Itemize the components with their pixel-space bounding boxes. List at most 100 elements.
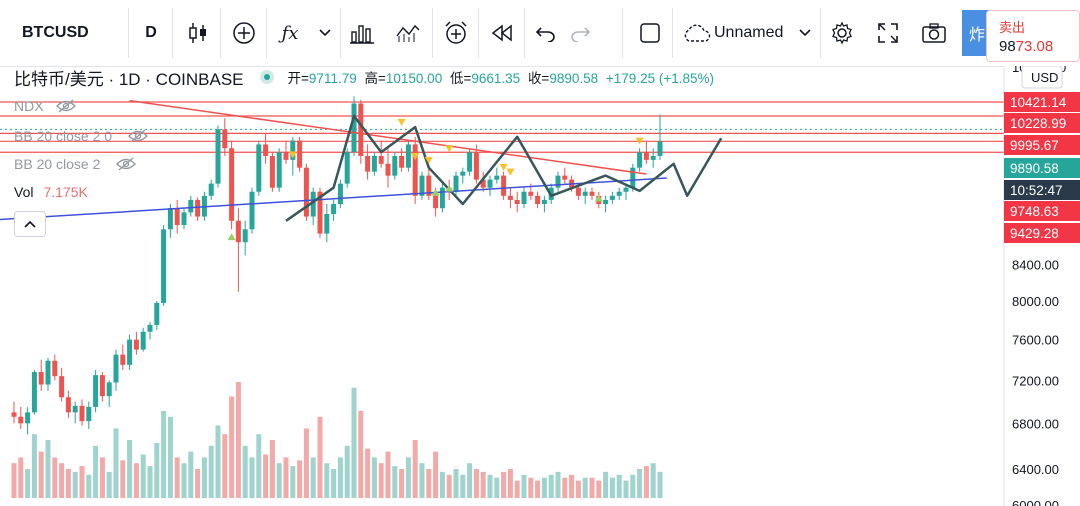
bar-chart-icon[interactable] <box>344 10 380 56</box>
alarm-plus-icon[interactable] <box>438 10 474 56</box>
layout-name[interactable]: Unnamed <box>714 24 784 41</box>
volume-bar <box>133 463 139 498</box>
candles-icon[interactable] <box>180 10 216 56</box>
volume-bar <box>303 428 309 498</box>
volume-bar <box>528 477 534 498</box>
camera-icon[interactable] <box>916 10 952 56</box>
candle-body <box>473 152 479 180</box>
volume-bar <box>174 457 180 498</box>
volume-bar <box>208 445 214 498</box>
volume-bar <box>18 457 24 498</box>
candle-body <box>616 191 622 196</box>
rewind-icon[interactable] <box>484 10 520 56</box>
price-tick-label: 6000.00 <box>1012 498 1059 506</box>
volume-bar <box>249 457 255 498</box>
zigzag-drawing <box>285 114 723 222</box>
candle-body <box>147 324 153 332</box>
indicator-ndx[interactable]: NDX <box>14 93 714 119</box>
candle-body <box>86 406 92 422</box>
candle-body <box>93 375 99 407</box>
signal-marker <box>424 156 433 164</box>
fullscreen-icon[interactable] <box>870 10 906 56</box>
candle-body <box>290 140 296 160</box>
volume-bar <box>385 451 391 498</box>
price-chart[interactable]: 6400.00 6800.00 7200.00 7600.00 8000.00 8400.… <box>0 66 1080 506</box>
volume-bar <box>521 474 527 498</box>
chevron-down-icon[interactable] <box>312 10 338 56</box>
volume-bar <box>365 448 371 498</box>
candle-body <box>167 208 173 230</box>
sell-button[interactable]: 卖出 9873.08 <box>986 10 1080 62</box>
volume-bar <box>405 457 411 498</box>
candle-body <box>72 405 78 413</box>
square-icon[interactable] <box>632 10 668 56</box>
interval-button[interactable]: D <box>145 24 157 41</box>
candle-body <box>317 191 323 234</box>
cloud-icon[interactable] <box>680 10 714 56</box>
fx-icon[interactable]: ƒx <box>281 22 299 44</box>
candle-body <box>657 141 663 156</box>
candle-body <box>521 191 527 205</box>
plus-circle-icon[interactable] <box>226 10 262 56</box>
price-tick-label: 7600.00 <box>1012 333 1059 348</box>
indicator-volume[interactable]: Vol 7.175K <box>14 184 88 200</box>
signal-marker <box>635 137 644 145</box>
candle-body <box>133 339 139 350</box>
candle-body <box>351 103 357 153</box>
volume-bar <box>317 416 323 498</box>
candle-body <box>215 129 221 184</box>
price-label-box <box>1004 158 1080 178</box>
candle-body <box>222 129 228 149</box>
eye-hidden-icon[interactable] <box>116 157 137 171</box>
volume-bar <box>45 440 51 498</box>
chevron-up-icon[interactable] <box>14 211 46 237</box>
candle-body <box>331 204 337 215</box>
candle-body <box>650 155 656 160</box>
candle-body <box>79 405 85 422</box>
volume-bar <box>507 469 513 498</box>
volume-bar <box>548 474 554 498</box>
volume-bar <box>535 480 541 498</box>
volume-bar <box>215 425 221 498</box>
candle-body <box>494 175 500 180</box>
gear-icon[interactable] <box>824 10 860 56</box>
volume-bar <box>324 463 330 498</box>
price-label: 10421.14 <box>1010 95 1067 110</box>
candle-body <box>229 148 235 221</box>
volume-bar <box>487 474 493 498</box>
volume-bar <box>86 474 92 498</box>
toolbar-separator <box>266 8 267 58</box>
volume-bar <box>616 474 622 498</box>
volume-bar <box>378 463 384 498</box>
volume-bar <box>195 469 201 498</box>
toolbar-separator <box>524 8 525 58</box>
candle-body <box>45 360 51 385</box>
volume-bar <box>473 469 479 498</box>
price-label-box <box>1004 223 1080 243</box>
volume-bar <box>59 463 65 498</box>
candle-body <box>514 199 520 205</box>
candle-body <box>487 179 493 188</box>
signal-marker <box>227 233 236 241</box>
toolbar-separator <box>478 8 479 58</box>
candle-body <box>181 212 187 226</box>
redo-icon[interactable] <box>564 10 596 56</box>
waves-icon[interactable] <box>390 10 426 56</box>
undo-icon[interactable] <box>530 10 562 56</box>
eye-hidden-icon[interactable] <box>128 129 148 143</box>
symbol-search-button[interactable]: BTCUSD <box>22 24 89 41</box>
candle-body <box>528 191 534 196</box>
eye-hidden-icon[interactable] <box>55 99 76 113</box>
candle-body <box>324 214 330 234</box>
indicator-bb-1[interactable]: BB 20 close 2 0 <box>14 123 714 149</box>
price-label: 10228.99 <box>1010 116 1066 131</box>
candle-body <box>609 195 615 200</box>
candle-body <box>412 144 418 196</box>
candle-body <box>630 167 636 188</box>
indicator-bb-2[interactable]: BB 20 close 2 <box>14 151 714 177</box>
chevron-down-icon[interactable] <box>794 10 816 56</box>
candle-body <box>263 144 269 156</box>
volume-bar <box>453 469 459 498</box>
candle-body <box>541 199 547 205</box>
volume-bar <box>93 445 99 498</box>
